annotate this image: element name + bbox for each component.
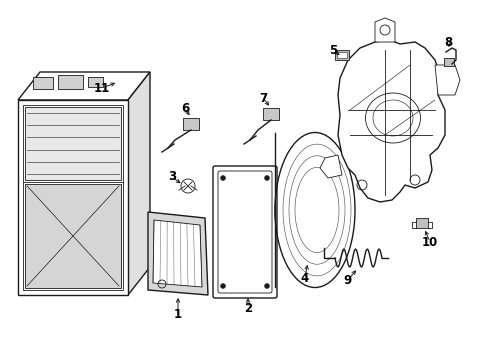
Text: 1: 1 [174, 309, 182, 321]
Polygon shape [148, 212, 207, 295]
Bar [33, 77, 53, 89]
Polygon shape [319, 155, 341, 178]
Text: 11: 11 [94, 81, 110, 94]
Bar [88, 77, 103, 87]
Circle shape [264, 175, 269, 180]
Bar [18, 100, 128, 295]
Text: 5: 5 [328, 44, 336, 57]
Polygon shape [128, 72, 150, 295]
Circle shape [220, 175, 225, 180]
Text: 8: 8 [443, 36, 451, 49]
Bar [58, 75, 83, 89]
Circle shape [264, 284, 269, 288]
Bar [415, 218, 427, 228]
Polygon shape [337, 40, 444, 202]
Bar [23, 105, 123, 290]
Text: 7: 7 [259, 91, 266, 104]
Bar [183, 118, 199, 130]
Polygon shape [374, 18, 394, 42]
Bar [336, 52, 346, 58]
Text: 4: 4 [300, 271, 308, 284]
Bar [25, 184, 121, 288]
Circle shape [220, 284, 225, 288]
Polygon shape [18, 72, 150, 100]
Polygon shape [153, 220, 202, 287]
FancyBboxPatch shape [213, 166, 276, 298]
Polygon shape [434, 65, 459, 95]
Bar [25, 107, 121, 180]
FancyBboxPatch shape [218, 171, 271, 293]
Bar [334, 50, 348, 60]
Text: 2: 2 [244, 302, 251, 315]
Bar [263, 108, 279, 120]
Circle shape [181, 179, 195, 193]
Bar [443, 58, 453, 66]
Text: 9: 9 [343, 274, 351, 287]
Text: 6: 6 [181, 102, 189, 114]
Text: 3: 3 [167, 171, 176, 184]
Text: 10: 10 [421, 235, 437, 248]
